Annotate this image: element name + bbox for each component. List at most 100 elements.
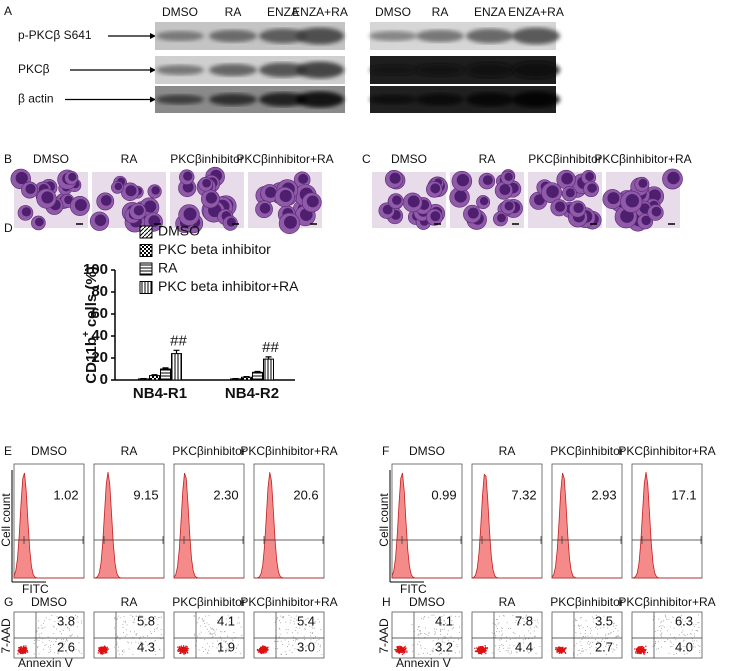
event (124, 635, 126, 637)
nucleus (546, 185, 559, 198)
nucleus (554, 201, 566, 212)
event (499, 645, 501, 647)
event (495, 636, 497, 638)
event (304, 639, 306, 641)
event (287, 629, 289, 631)
event (605, 633, 607, 635)
histogram (631, 471, 702, 579)
event (204, 622, 206, 624)
event (38, 639, 40, 641)
event (642, 649, 644, 651)
event (21, 652, 23, 655)
event (424, 627, 426, 629)
event (582, 627, 584, 629)
event (22, 647, 24, 649)
event (442, 650, 444, 652)
event (286, 646, 288, 648)
event (519, 622, 521, 624)
plot-header: DMSO (31, 444, 67, 458)
event (262, 646, 264, 649)
event (74, 615, 76, 617)
event (607, 633, 609, 635)
event (395, 648, 397, 651)
event (640, 650, 643, 652)
nucleus (15, 171, 28, 185)
event (141, 624, 143, 626)
event (221, 631, 223, 633)
event (667, 639, 669, 641)
event (318, 650, 320, 652)
event (26, 650, 28, 652)
event (292, 632, 294, 634)
event (491, 632, 493, 634)
event (587, 626, 589, 628)
event (48, 646, 50, 648)
nucleus (64, 195, 73, 205)
event (260, 650, 262, 653)
event (678, 634, 680, 636)
plot-header: RA (121, 444, 138, 458)
event (312, 623, 314, 625)
row-label: p-PKCβ S641 (18, 28, 92, 42)
event (257, 651, 260, 653)
band (209, 63, 257, 77)
event (202, 647, 204, 649)
event (694, 635, 696, 637)
event (557, 649, 559, 652)
event (640, 648, 643, 651)
event (639, 649, 642, 651)
event (126, 624, 128, 626)
event (690, 646, 692, 648)
event (616, 647, 618, 649)
event (155, 628, 157, 630)
event (128, 648, 130, 650)
event (691, 629, 693, 631)
event (135, 641, 137, 643)
event (316, 640, 318, 642)
event (477, 649, 479, 651)
event (439, 621, 441, 623)
event (265, 651, 267, 653)
lane-header: ENZA (474, 5, 506, 19)
event (574, 645, 576, 647)
event (305, 618, 307, 620)
event (159, 616, 161, 618)
lane-header: DMSO (375, 5, 411, 19)
event (664, 614, 666, 616)
x-tick-label: NB4-R1 (133, 385, 187, 402)
event (70, 643, 72, 645)
event (220, 647, 222, 649)
event (297, 632, 299, 634)
event (638, 648, 640, 650)
event (266, 647, 269, 649)
event (222, 616, 224, 618)
nucleus (430, 183, 441, 194)
event (135, 633, 137, 635)
event (597, 640, 599, 642)
event (402, 648, 405, 651)
event (143, 647, 145, 649)
event (529, 627, 531, 629)
event (33, 639, 35, 641)
event (221, 619, 223, 621)
event (661, 632, 663, 634)
event (652, 645, 654, 647)
event (201, 618, 203, 620)
event (63, 643, 65, 645)
event (509, 647, 511, 649)
event (611, 648, 613, 650)
event (422, 653, 424, 655)
event (690, 633, 692, 635)
percent-value: 9.15 (133, 487, 158, 502)
event (56, 628, 58, 630)
row-label: β actin (18, 92, 54, 106)
event (52, 644, 54, 646)
event (458, 631, 460, 633)
percent-value: 1.02 (53, 487, 78, 502)
event (639, 650, 642, 653)
event (689, 643, 691, 645)
event (665, 616, 667, 618)
x-tick-label: NB4-R2 (225, 385, 279, 402)
event (221, 645, 223, 647)
plot-header: RA (499, 595, 516, 609)
